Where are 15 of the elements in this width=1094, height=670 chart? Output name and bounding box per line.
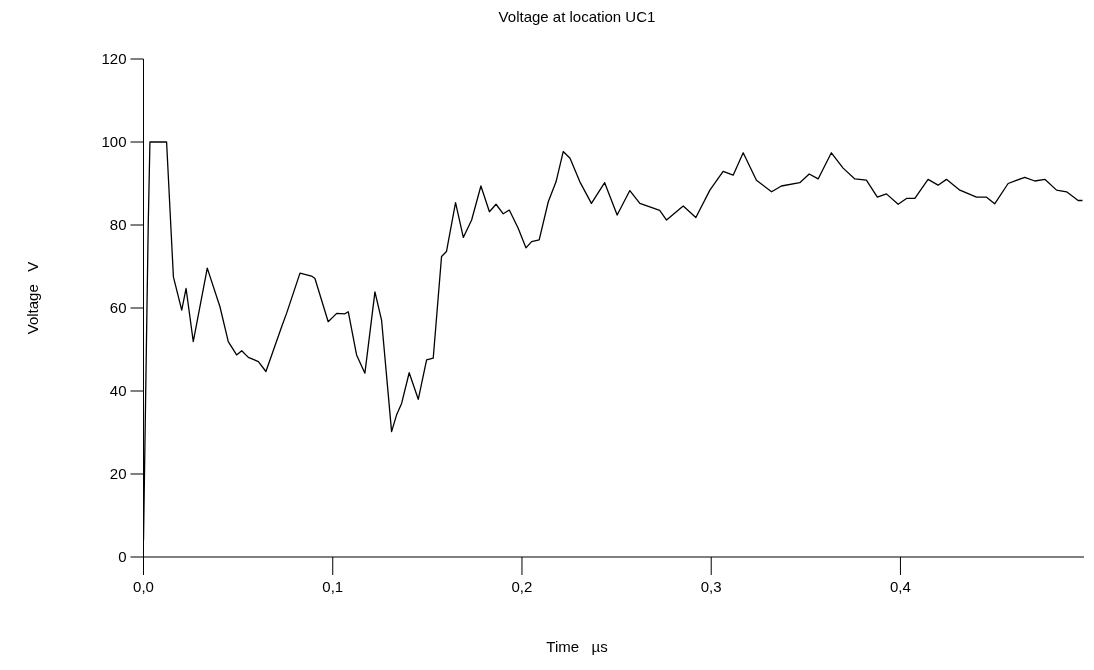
y-tick-label: 20	[109, 465, 127, 483]
y-tick-label: 80	[109, 216, 127, 234]
y-tick-label: 40	[109, 382, 127, 400]
chart-title: Voltage at location UC1	[497, 8, 657, 25]
y-tick-label: 100	[101, 133, 127, 151]
x-tick-label: 0,4	[890, 577, 911, 595]
y-tick-label: 60	[109, 299, 127, 317]
x-axis-title: Time µs	[545, 638, 609, 655]
x-tick-label: 0,1	[322, 577, 344, 595]
y-tick-label: 120	[101, 50, 127, 68]
y-axis-title: Voltage V	[23, 261, 41, 335]
x-tick-label: 0,2	[511, 577, 533, 595]
x-tick-label: 0,0	[133, 577, 154, 595]
y-tick-label: 0	[118, 548, 127, 566]
x-tick-label: 0,3	[700, 577, 722, 595]
